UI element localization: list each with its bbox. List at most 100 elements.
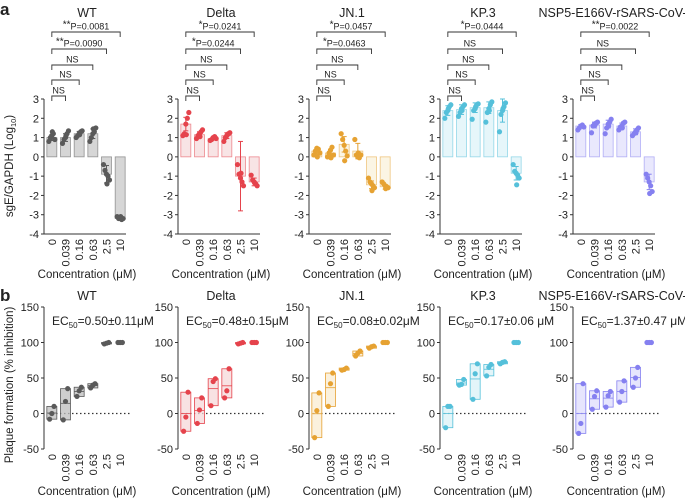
data-point — [47, 416, 53, 422]
y-tick-label: 1 — [562, 133, 568, 145]
data-point — [100, 161, 107, 168]
y-tick-label: 0 — [33, 409, 39, 421]
x-tick-label: 2.5 — [102, 239, 114, 254]
plot-title: JN.1 — [339, 6, 365, 20]
x-tick-label: 0 — [47, 239, 59, 245]
data-point — [224, 388, 230, 394]
data-point — [343, 148, 349, 154]
p-value: NS — [581, 86, 594, 96]
data-point — [211, 134, 217, 141]
data-point — [183, 414, 189, 420]
x-tick-label: 2.5 — [102, 454, 114, 469]
significance-label: NS — [317, 86, 330, 96]
y-tick-label: 3 — [167, 94, 173, 106]
text-part: sgE/GAPDH (Log — [4, 127, 16, 217]
y-tick-label: 2 — [562, 113, 568, 125]
y-tick-label: -4 — [29, 229, 39, 241]
plot-title: WT — [77, 6, 97, 20]
plot-title: NSP5-E166V-rSARS-CoV-2 — [539, 289, 685, 303]
x-tick-label: 10 — [249, 239, 261, 251]
y-tick-label: -50 — [552, 444, 568, 456]
comparison-bracket — [316, 64, 359, 70]
data-point — [442, 115, 448, 121]
x-tick-label: 0.63 — [353, 454, 365, 475]
text-part: EC — [52, 314, 69, 328]
p-value: NS — [595, 55, 608, 65]
y-tick-label: 3 — [562, 94, 568, 106]
comparison-bracket — [51, 31, 121, 37]
significance-stars: ** — [63, 20, 71, 31]
y-tick-label: -3 — [558, 210, 568, 222]
data-point — [329, 144, 335, 150]
data-point — [459, 107, 465, 114]
text-part: EC — [581, 314, 598, 328]
y-tick-label: -4 — [294, 229, 304, 241]
data-point — [635, 125, 642, 131]
comparison-bracket — [316, 95, 331, 101]
significance-label: NS — [59, 70, 72, 80]
data-point — [633, 130, 639, 136]
data-point — [197, 134, 203, 140]
x-tick-label: 0.039 — [590, 454, 602, 482]
comparison-bracket — [580, 95, 595, 101]
data-point — [238, 170, 244, 176]
y-tick-label: 0 — [298, 409, 304, 421]
comparison-bracket — [580, 64, 623, 70]
data-point — [224, 132, 230, 138]
comparison-bracket — [185, 79, 214, 85]
y-tick-label: -50 — [23, 444, 39, 456]
significance-label: *P=0.0244 — [192, 37, 235, 49]
data-point — [461, 376, 467, 383]
x-tick-label: 0 — [576, 454, 588, 460]
significance-label: NS — [597, 39, 610, 49]
p-value: P=0.0244 — [196, 39, 235, 49]
data-point — [486, 107, 492, 114]
data-point — [240, 339, 246, 346]
data-point — [502, 359, 508, 365]
y-tick-label: -2 — [425, 190, 435, 202]
significance-stars: * — [192, 37, 196, 48]
significance-label: NS — [448, 86, 461, 96]
significance-label: NS — [66, 55, 79, 65]
data-point — [325, 403, 331, 409]
y-tick-label: -2 — [294, 190, 304, 202]
text-part: =0.17±0.06 μM — [474, 314, 555, 328]
data-point — [92, 381, 98, 387]
y-tick-label: 50 — [292, 373, 304, 385]
x-tick-label: 0.16 — [603, 239, 615, 260]
p-value: P=0.0081 — [71, 22, 110, 32]
data-point — [470, 396, 476, 402]
p-value: NS — [331, 55, 344, 65]
data-point — [516, 175, 522, 181]
p-value: P=0.0444 — [465, 22, 504, 32]
significance-stars: * — [323, 37, 327, 48]
data-point — [603, 404, 609, 410]
data-point — [352, 136, 358, 143]
data-point — [60, 417, 66, 423]
significance-label: NS — [200, 55, 213, 65]
y-tick-label: 1 — [298, 133, 304, 145]
y-tick-label: -4 — [558, 229, 568, 241]
y-tick-label: -1 — [29, 171, 39, 183]
comparison-bracket — [316, 48, 372, 54]
data-point — [79, 128, 85, 134]
y-tick-label: 50 — [423, 373, 435, 385]
range-box — [311, 392, 323, 439]
x-tick-label: 0 — [181, 239, 193, 245]
y-tick-label: 150 — [21, 302, 39, 314]
data-point — [49, 410, 55, 417]
y-tick-label: 0 — [562, 409, 568, 421]
data-point — [484, 373, 490, 379]
data-point — [472, 371, 478, 377]
x-tick-label: 0.63 — [222, 239, 234, 260]
x-tick-label: 0.039 — [590, 239, 602, 267]
x-axis-label: Concentration (μM) — [303, 486, 402, 498]
x-tick-label: 10 — [380, 454, 392, 466]
data-point — [316, 390, 322, 396]
x-axis-label: Concentration (μM) — [172, 269, 271, 281]
y-axis-label-a: sgE/GAPDH (Log10) — [4, 115, 18, 217]
x-tick-label: 0.039 — [457, 454, 469, 482]
